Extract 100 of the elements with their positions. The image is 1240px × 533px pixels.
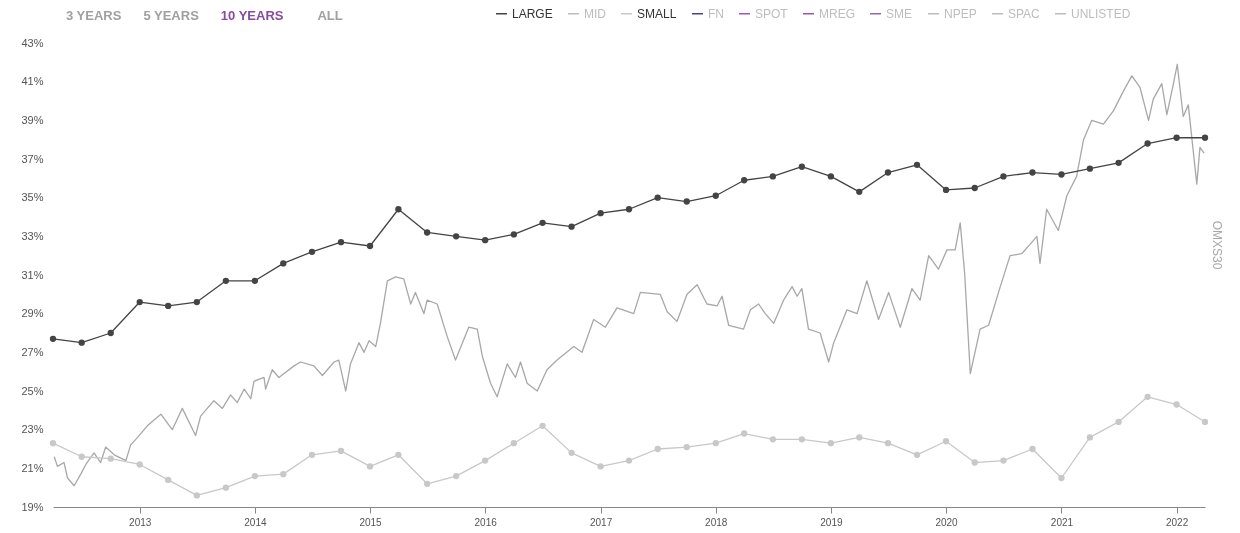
point xyxy=(568,449,575,457)
point xyxy=(683,443,690,451)
point xyxy=(539,422,546,429)
point xyxy=(913,161,921,168)
legend-label: NPEP xyxy=(944,6,977,21)
point xyxy=(654,194,661,201)
point xyxy=(712,192,719,199)
point xyxy=(827,440,835,447)
point xyxy=(856,188,863,196)
point xyxy=(1144,393,1151,400)
y-tick-label: 35% xyxy=(21,191,44,204)
y-tick-label: 33% xyxy=(21,229,44,242)
y-tick-label: 31% xyxy=(21,268,44,281)
point xyxy=(740,430,748,437)
legend-label: FN xyxy=(708,6,724,21)
point xyxy=(222,277,230,284)
line-series xyxy=(53,63,1205,487)
text: 5 YEARS xyxy=(143,8,199,23)
point xyxy=(1173,134,1180,141)
point xyxy=(740,177,748,184)
point xyxy=(1058,474,1065,482)
point xyxy=(1086,165,1094,172)
point xyxy=(136,298,143,306)
point xyxy=(78,339,85,346)
point xyxy=(164,302,172,310)
x-tick-label: 2014 xyxy=(244,516,267,528)
legend-label: SME xyxy=(886,6,913,21)
point xyxy=(683,198,690,205)
y-tick-label: 37% xyxy=(21,152,44,165)
point xyxy=(49,440,57,447)
x-tick-label: 2020 xyxy=(935,516,959,528)
text: 3 YEARS xyxy=(66,8,122,23)
x-tick-label: 2015 xyxy=(359,516,383,528)
point xyxy=(1058,171,1065,178)
point xyxy=(452,233,460,240)
point xyxy=(971,459,978,466)
text: OMXS30 xyxy=(1210,220,1224,270)
point xyxy=(280,260,287,267)
point xyxy=(597,209,604,217)
point xyxy=(395,206,402,213)
point xyxy=(423,480,431,487)
point xyxy=(107,329,114,337)
y-tick-label: 27% xyxy=(21,345,44,358)
point xyxy=(395,451,402,458)
y-tick-label: 41% xyxy=(21,75,44,88)
legend-label: MID xyxy=(584,6,607,21)
x-tick-label: 2016 xyxy=(474,516,498,528)
point xyxy=(452,472,460,480)
legend-label: SPAC xyxy=(1008,6,1041,21)
point xyxy=(539,219,546,226)
point xyxy=(971,184,978,192)
y-tick-label: 19% xyxy=(21,500,44,513)
legend-label: SMALL xyxy=(637,6,677,21)
y-tick-label: 39% xyxy=(21,113,44,126)
point xyxy=(769,436,776,443)
point xyxy=(308,248,316,255)
point xyxy=(222,484,230,491)
point xyxy=(337,238,345,246)
legend-label: SPOT xyxy=(755,6,789,21)
point xyxy=(625,206,633,213)
point xyxy=(107,455,114,462)
point xyxy=(884,169,892,176)
point xyxy=(568,223,575,230)
x-tick-label: 2018 xyxy=(705,516,728,528)
point xyxy=(280,470,287,478)
point xyxy=(423,229,431,236)
point xyxy=(482,237,489,244)
x-tick-label: 2021 xyxy=(1050,516,1074,528)
point xyxy=(1000,173,1007,180)
point xyxy=(251,472,259,480)
point xyxy=(798,436,806,443)
legend-label: UNLISTED xyxy=(1071,6,1131,21)
point xyxy=(1000,457,1007,464)
point xyxy=(712,440,719,447)
point xyxy=(654,445,661,453)
x-tick-label: 2022 xyxy=(1165,516,1189,528)
point xyxy=(251,277,259,284)
y-tick-label: 23% xyxy=(21,423,44,436)
point xyxy=(827,173,835,180)
point xyxy=(136,461,143,468)
text: 10 YEARS xyxy=(220,8,284,23)
y-tick-label: 29% xyxy=(21,307,44,320)
point xyxy=(49,335,57,342)
point xyxy=(625,457,633,464)
point xyxy=(1173,401,1180,408)
point xyxy=(164,476,172,484)
point xyxy=(366,242,374,250)
point xyxy=(798,163,806,170)
point xyxy=(884,440,892,447)
point xyxy=(510,231,518,238)
point xyxy=(366,463,374,470)
legend-label: MREG xyxy=(819,6,855,21)
legend-label: LARGE xyxy=(512,6,553,21)
x-tick-label: 2017 xyxy=(589,516,613,528)
point xyxy=(597,463,604,470)
point xyxy=(1029,445,1036,453)
point xyxy=(1086,434,1094,441)
point xyxy=(913,451,921,458)
text: ALL xyxy=(317,8,343,23)
point xyxy=(1029,169,1036,176)
